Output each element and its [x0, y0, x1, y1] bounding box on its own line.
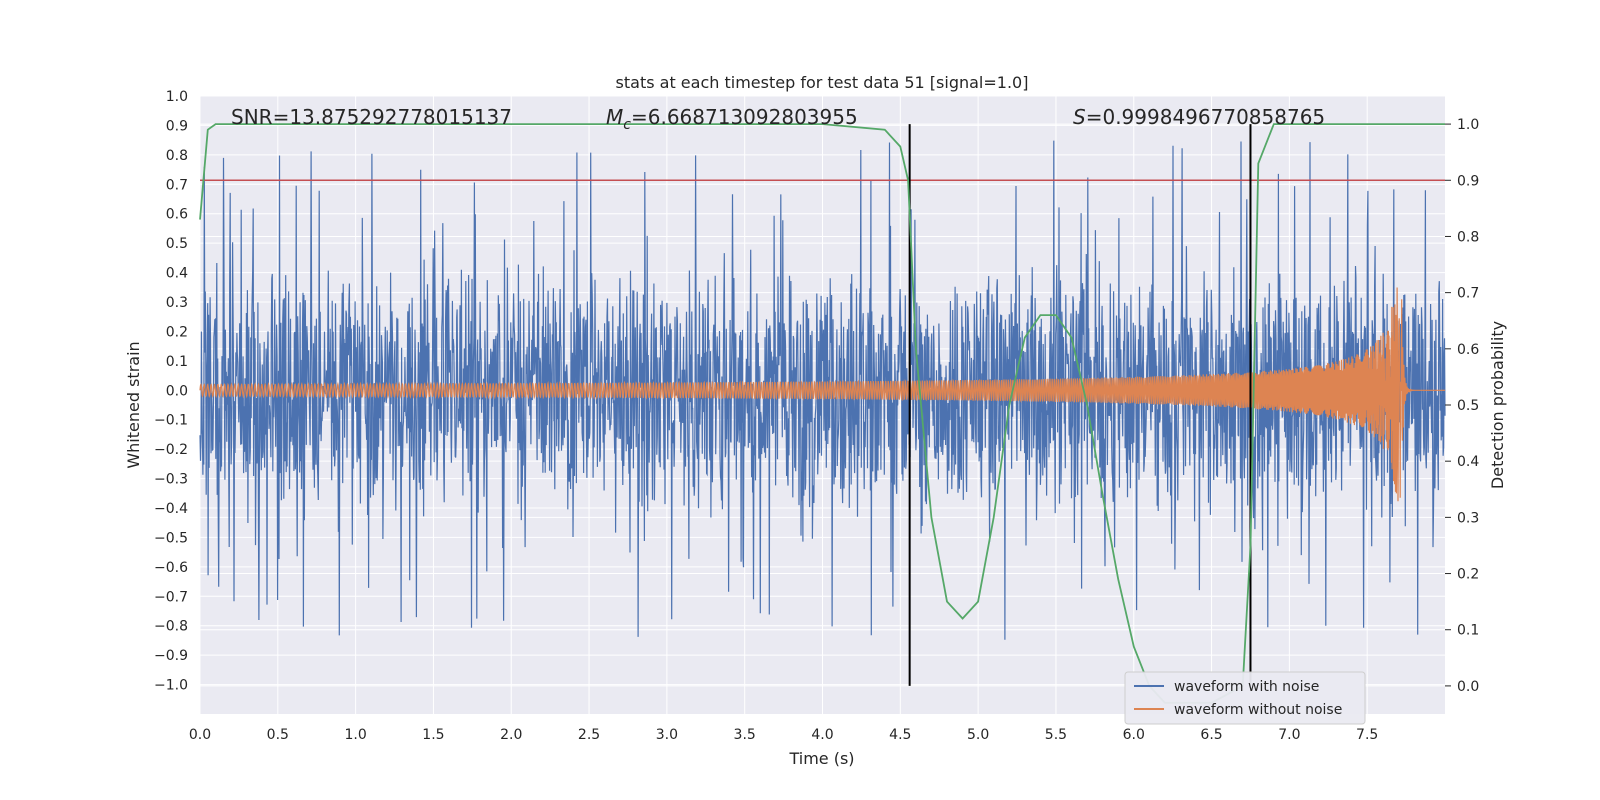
y-tick-label: −1.0 — [154, 678, 188, 694]
y2-tick-label: 0.0 — [1457, 679, 1479, 695]
y-tick-label: 0.4 — [166, 266, 188, 282]
y-tick-label: −0.9 — [154, 648, 188, 664]
x-tick-label: 3.0 — [656, 727, 678, 743]
y-tick-label: 0.7 — [166, 177, 188, 193]
x-tick-label: 0.0 — [189, 727, 211, 743]
y-tick-label: −0.6 — [154, 560, 188, 576]
score-annotation: S=0.9998496770858765 — [1073, 105, 1325, 129]
y2-tick-label: 0.2 — [1457, 567, 1479, 583]
x-tick-label: 2.0 — [500, 727, 522, 743]
y2-tick-label: 0.9 — [1457, 173, 1479, 189]
y2-tick-label: 0.4 — [1457, 454, 1479, 470]
x-tick-label: 2.5 — [578, 727, 600, 743]
y-tick-label: 0.1 — [166, 354, 188, 370]
y2-tick-label: 0.5 — [1457, 398, 1479, 414]
legend-label-clean: waveform without noise — [1174, 702, 1342, 718]
y2-tick-label: 0.8 — [1457, 229, 1479, 245]
y2-tick-label: 0.6 — [1457, 342, 1479, 358]
y-tick-label: −0.3 — [154, 472, 188, 488]
y-tick-label: −0.5 — [154, 530, 188, 546]
chart-title: stats at each timestep for test data 51 … — [616, 73, 1029, 92]
y2-tick-label: 1.0 — [1457, 117, 1479, 133]
grid — [199, 95, 1445, 714]
x-tick-label: 0.5 — [267, 727, 289, 743]
clean-series — [199, 287, 1445, 502]
y-tick-label: 0.9 — [166, 118, 188, 134]
y2-tick-label: 0.7 — [1457, 286, 1479, 302]
y-tick-label: 0.3 — [166, 295, 188, 311]
x-tick-label: 3.5 — [734, 727, 756, 743]
x-tick-label: 7.5 — [1356, 727, 1378, 743]
tick-labels: 0.0 0.5 1.0 1.5 2.0 2.5 3.0 3.5 4.0 4.5 5.0 5.5 6.0 6… — [154, 89, 1479, 743]
x-tick-label: 5.0 — [967, 727, 989, 743]
overlay-series — [199, 123, 1445, 704]
noisy-waveform-line — [199, 140, 1446, 640]
x-tick-label: 1.5 — [422, 727, 444, 743]
legend-box — [1124, 671, 1366, 725]
y2-axis-label: Detection probability — [1488, 321, 1507, 489]
y-tick-label: −0.4 — [154, 501, 188, 517]
x-axis-label: Time (s) — [788, 749, 854, 768]
y-tick-label: −0.2 — [154, 442, 188, 458]
legend: waveform with noise waveform without noi… — [1124, 671, 1366, 725]
y2-tick-label: 0.1 — [1457, 623, 1479, 639]
y2-tick-label: 0.3 — [1457, 510, 1479, 526]
y-axis-label: Whitened strain — [124, 341, 143, 468]
y-tick-label: 0.2 — [166, 324, 188, 340]
x-tick-label: 6.5 — [1200, 727, 1222, 743]
legend-label-noisy: waveform with noise — [1174, 679, 1319, 695]
x-tick-label: 6.0 — [1123, 727, 1145, 743]
x-tick-label: 5.5 — [1045, 727, 1067, 743]
noisy-series — [199, 140, 1446, 640]
y-tick-label: 0.5 — [166, 236, 188, 252]
y-tick-label: 0.0 — [166, 383, 188, 399]
clean-waveform-line — [199, 287, 1445, 502]
snr-annotation: SNR=13.875292778015137 — [231, 105, 512, 129]
x-tick-label: 4.5 — [889, 727, 911, 743]
y-tick-label: 0.8 — [166, 148, 188, 164]
x-tick-label: 1.0 — [344, 727, 366, 743]
y-tick-label: −0.7 — [154, 589, 188, 605]
y-tick-label: 1.0 — [166, 89, 188, 105]
y-tick-label: 0.6 — [166, 207, 188, 223]
chirp-mass-annotation: Mc=6.668713092803955 — [606, 105, 858, 133]
y-tick-label: −0.1 — [154, 413, 188, 429]
y-tick-label: −0.8 — [154, 619, 188, 635]
x-tick-label: 4.0 — [811, 727, 833, 743]
x-tick-label: 7.0 — [1278, 727, 1300, 743]
detection-probability-line — [199, 123, 1445, 704]
